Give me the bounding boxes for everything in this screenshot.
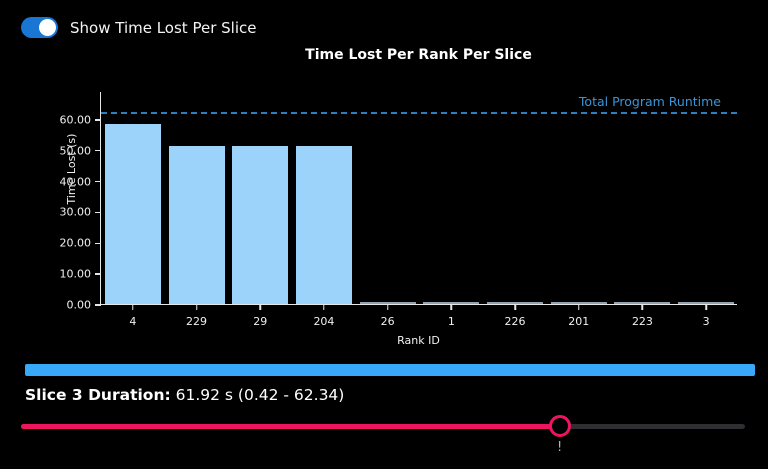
x-tick-mark (386, 304, 389, 310)
x-tick-label: 223 (631, 315, 653, 328)
y-tick-mark (95, 149, 101, 152)
x-tick-label: 26 (380, 315, 395, 328)
toggle-label: Show Time Lost Per Slice (70, 18, 257, 37)
bar-rank-26 (359, 302, 416, 304)
bar-rank-29 (232, 146, 289, 304)
x-tick-mark (132, 304, 134, 310)
y-tick-label: 30.00 (59, 205, 92, 219)
bar-rank-201 (550, 302, 607, 304)
y-tick-label: 40.00 (59, 175, 92, 189)
bar-rank-223 (614, 302, 671, 304)
y-tick-mark (95, 273, 101, 275)
toggle-knob (39, 19, 56, 36)
y-tick-mark (95, 242, 101, 244)
bar-rank-1 (423, 302, 480, 304)
slice-duration-value: 61.92 s (0.42 - 62.34) (170, 386, 345, 404)
slider-track-fill[interactable] (21, 424, 560, 429)
slider-warning-mark: ! (557, 440, 563, 455)
chart-title: Time Lost Per Rank Per Slice (305, 47, 532, 63)
x-tick-mark (578, 304, 580, 310)
progress-bar (25, 364, 755, 376)
x-tick-label: 4 (129, 315, 137, 328)
x-tick-label: 201 (568, 315, 590, 328)
y-tick-mark (95, 119, 101, 121)
x-tick-mark (641, 304, 644, 310)
x-tick-label: 29 (253, 315, 268, 328)
slider-handle[interactable] (548, 415, 571, 437)
bar-rank-3 (678, 302, 735, 304)
plot-area: 4 229 29 204 26 1 226 201 223 3 0.00 10.00 20.00 30.0… (60, 92, 737, 328)
slice-duration-text: Slice 3 Duration: 61.92 s (0.42 - 62.34) (25, 386, 344, 404)
bar-rank-204 (295, 146, 352, 304)
total-runtime-label: Total Program Runtime (578, 93, 721, 109)
y-tick-label: 50.00 (59, 144, 92, 158)
y-tick-label: 60.00 (59, 113, 92, 127)
toggle-row: Show Time Lost Per Slice (21, 17, 256, 38)
y-tick-mark (95, 304, 101, 306)
x-tick-mark (323, 304, 325, 310)
x-tick-label: 229 (186, 315, 208, 328)
x-tick-label: 204 (313, 315, 335, 328)
bar-rank-4 (104, 124, 161, 304)
y-tick-mark (95, 180, 101, 183)
x-tick-label: 3 (702, 315, 710, 328)
total-runtime-line (101, 111, 737, 114)
bar-rank-229 (168, 146, 225, 304)
slice-slider[interactable] (21, 414, 745, 438)
x-tick-mark (705, 304, 707, 310)
bar-rank-226 (487, 302, 544, 304)
x-tick-mark (195, 304, 198, 310)
show-time-lost-toggle[interactable] (21, 17, 58, 38)
y-tick-label: 20.00 (59, 236, 92, 250)
x-tick-mark (514, 304, 516, 310)
x-tick-label: 226 (504, 315, 526, 328)
x-tick-mark (450, 304, 453, 310)
slice-duration-label: Slice 3 Duration: (25, 386, 171, 404)
x-tick-mark (259, 304, 261, 310)
y-tick-label: 0.00 (66, 298, 92, 312)
y-tick-label: 10.00 (59, 267, 92, 281)
x-tick-label: 1 (447, 315, 455, 328)
x-axis-label: Rank ID (397, 334, 440, 347)
y-tick-mark (95, 211, 101, 214)
